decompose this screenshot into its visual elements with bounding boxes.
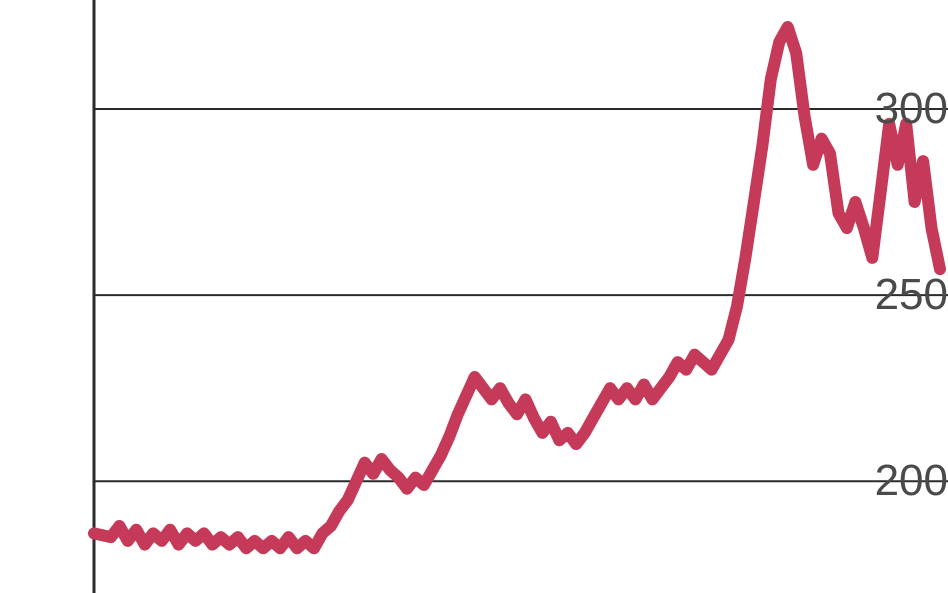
chart-svg bbox=[0, 0, 948, 593]
line-chart: 200 250 300 bbox=[0, 0, 948, 593]
y-tick-label: 200 bbox=[866, 456, 948, 506]
y-tick-label: 300 bbox=[866, 84, 948, 134]
y-tick-label: 250 bbox=[866, 270, 948, 320]
